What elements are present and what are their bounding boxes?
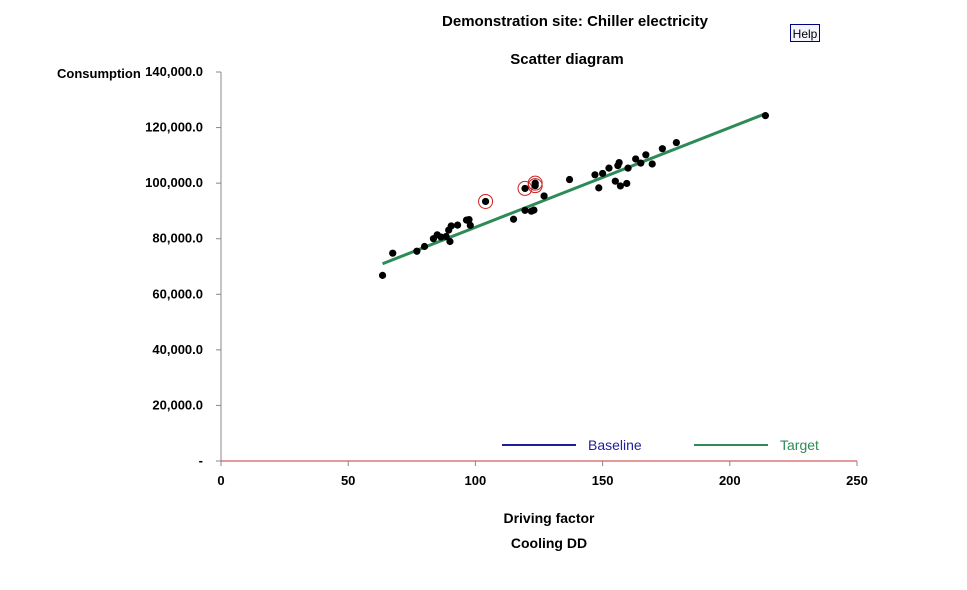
x-tick-label: 100 bbox=[465, 473, 487, 488]
x-tick-label: 50 bbox=[341, 473, 355, 488]
data-point bbox=[637, 159, 645, 167]
y-tick-label: 60,000.0 bbox=[152, 286, 203, 301]
flag-ring bbox=[478, 193, 494, 209]
flag-ring bbox=[527, 175, 543, 191]
data-point bbox=[648, 160, 656, 168]
x-axis-label: Driving factor bbox=[503, 510, 595, 526]
y-tick-label: 40,000.0 bbox=[152, 342, 203, 357]
y-tick-label: 80,000.0 bbox=[152, 231, 203, 246]
y-axis-label: Consumption bbox=[57, 66, 141, 81]
data-point bbox=[623, 179, 631, 188]
y-tick-label: 100,000.0 bbox=[145, 175, 203, 190]
data-point bbox=[642, 151, 650, 159]
y-tick-label: 20,000.0 bbox=[152, 397, 203, 412]
data-point bbox=[481, 197, 490, 206]
data-point bbox=[605, 164, 613, 172]
x-axis-sublabel: Cooling DD bbox=[510, 535, 588, 551]
data-point bbox=[420, 242, 429, 251]
series-line-target bbox=[381, 112, 766, 266]
data-point bbox=[521, 184, 529, 193]
data-point bbox=[624, 164, 632, 172]
y-tick-label: 140,000.0 bbox=[145, 64, 203, 79]
x-tick-label: 150 bbox=[592, 473, 614, 488]
data-point bbox=[465, 215, 473, 224]
data-point bbox=[521, 206, 529, 214]
data-point bbox=[446, 237, 454, 246]
chart-title: Demonstration site: Chiller electricity bbox=[442, 13, 708, 30]
data-point bbox=[453, 221, 462, 229]
data-point bbox=[658, 145, 666, 153]
x-tick-label: 200 bbox=[719, 473, 741, 488]
data-point bbox=[611, 177, 619, 185]
flag-ring bbox=[517, 180, 533, 196]
y-tick-label: - bbox=[199, 453, 203, 468]
data-point bbox=[761, 112, 770, 120]
x-tick-label: 250 bbox=[846, 473, 868, 488]
data-point bbox=[672, 138, 680, 147]
data-point bbox=[530, 206, 538, 214]
data-point bbox=[442, 232, 450, 241]
y-tick-label: 120,000.0 bbox=[145, 120, 203, 135]
help-button[interactable]: Help bbox=[790, 24, 820, 42]
data-point bbox=[565, 175, 574, 184]
data-point bbox=[413, 247, 421, 255]
data-point bbox=[509, 215, 518, 223]
data-point bbox=[599, 169, 607, 178]
data-point bbox=[466, 221, 474, 229]
data-point bbox=[378, 271, 387, 279]
data-point bbox=[616, 182, 625, 190]
data-point bbox=[389, 249, 397, 257]
data-point bbox=[615, 158, 623, 167]
data-point bbox=[591, 171, 599, 179]
data-point bbox=[447, 222, 455, 230]
legend-label-baseline: Baseline bbox=[588, 437, 642, 453]
data-point bbox=[540, 192, 548, 200]
data-point bbox=[595, 184, 603, 192]
data-point bbox=[531, 179, 539, 187]
chart-subtitle: Scatter diagram bbox=[510, 51, 624, 68]
x-tick-label: 0 bbox=[217, 473, 224, 488]
legend-label-target: Target bbox=[780, 437, 819, 453]
data-point bbox=[632, 155, 640, 163]
